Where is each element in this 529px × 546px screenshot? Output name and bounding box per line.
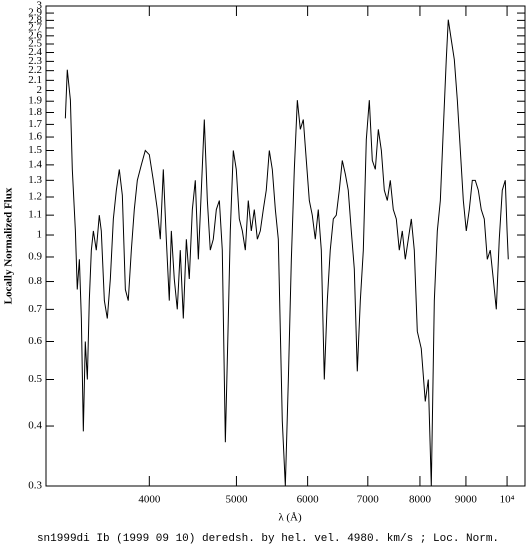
x-tick-label: 8000 — [409, 494, 432, 506]
y-axis-label: Locally Normalized Flux — [3, 187, 15, 304]
y-tick-label: 2 — [37, 84, 43, 96]
y-tick-label: 0.5 — [28, 373, 42, 385]
y-tick-label: 2.1 — [28, 74, 42, 86]
chart-title: sn1999di Ib (1999 09 10) deredsh. by hel… — [37, 533, 499, 545]
x-tick-label: 5000 — [225, 494, 248, 506]
y-tick-label: 1.2 — [28, 191, 42, 203]
y-tick-label: 1.4 — [28, 158, 42, 170]
y-tick-label: 1.8 — [28, 106, 42, 118]
y-tick-label: 2.9 — [28, 7, 42, 19]
x-axis-label: λ (Å) — [278, 512, 302, 524]
y-tick-label: 2.4 — [28, 46, 42, 58]
y-tick-label: 0.9 — [28, 251, 42, 263]
x-tick-label: 4000 — [138, 494, 161, 506]
y-tick-label: 2.8 — [28, 14, 42, 26]
y-tick-label: 2.3 — [28, 55, 42, 67]
y-tick-label: 1.3 — [28, 174, 42, 186]
x-tick-label: 7000 — [357, 494, 380, 506]
y-tick-label: 2.7 — [28, 21, 42, 33]
y-tick-label: 0.6 — [28, 335, 42, 347]
y-tick-label: 0.8 — [28, 275, 42, 287]
y-tick-label: 3 — [37, 0, 43, 12]
spectrum-line — [64, 19, 509, 487]
x-tick-label: 9000 — [455, 494, 478, 506]
x-tick-label: 6000 — [297, 494, 320, 506]
y-tick-label: 1.9 — [28, 95, 42, 107]
y-tick-label: 1 — [37, 229, 43, 241]
y-tick-label: 2.6 — [28, 29, 42, 41]
y-tick-label: 1.5 — [28, 144, 42, 156]
y-tick-label: 1.1 — [28, 209, 42, 221]
y-tick-label: 0.7 — [28, 303, 42, 315]
y-tick-label: 1.6 — [28, 131, 42, 143]
y-tick-label: 2.2 — [28, 64, 42, 76]
y-tick-label: 1.7 — [28, 118, 42, 130]
y-tick-label: 0.3 — [28, 480, 42, 492]
y-tick-label: 0.4 — [28, 420, 42, 432]
x-tick-label: 10⁴ — [500, 494, 515, 506]
y-tick-label: 2.5 — [28, 38, 42, 50]
plot-frame — [45, 5, 526, 487]
